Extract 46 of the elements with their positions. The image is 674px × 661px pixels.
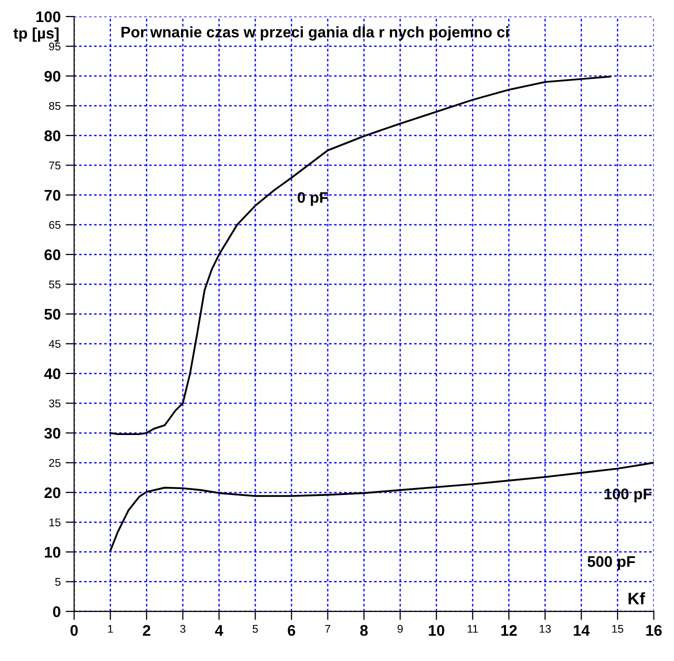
series-label: 0 pF bbox=[298, 192, 328, 206]
annotation: 500 pF bbox=[588, 556, 635, 570]
line-series bbox=[109, 462, 654, 552]
x-tick-label: 0 bbox=[70, 625, 78, 636]
x-axis-title: Kf bbox=[628, 592, 646, 604]
y-tick-label: 95 bbox=[49, 42, 60, 50]
line-series bbox=[109, 76, 612, 436]
y-tick-label: 25 bbox=[49, 458, 60, 467]
series-label: 100 pF bbox=[604, 488, 652, 502]
y-tick-label: 90 bbox=[44, 70, 60, 82]
y-tick-label: 85 bbox=[49, 102, 60, 110]
y-tick-label: 55 bbox=[49, 280, 60, 288]
text: Por wnanie czas w przeci gania dla r nych pojemno ci bbox=[122, 26, 508, 41]
x-tick-label: 6 bbox=[288, 625, 296, 636]
x-tick-label: 2 bbox=[142, 625, 150, 636]
x-tick-label: 3 bbox=[180, 624, 186, 633]
x-tick-label: 9 bbox=[398, 624, 403, 633]
y-tick-label: 70 bbox=[44, 190, 60, 201]
y-tick-label: 80 bbox=[44, 130, 60, 142]
x-tick-label: 1 bbox=[108, 625, 113, 633]
x-tick-label: 12 bbox=[501, 625, 517, 636]
y-axis-title: tp [µs] bbox=[13, 27, 59, 42]
x-tick-label: 11 bbox=[468, 625, 478, 633]
y-tick-label: 20 bbox=[44, 487, 60, 498]
x-tick-label: 8 bbox=[360, 625, 368, 636]
y-tick-label: 30 bbox=[44, 428, 60, 439]
y-tick-label: 50 bbox=[44, 308, 60, 320]
y-tick-label: 0 bbox=[53, 606, 60, 618]
y-tick-label: 75 bbox=[49, 162, 60, 170]
x-tick-label: 4 bbox=[215, 625, 224, 636]
x-tick-label: 16 bbox=[646, 625, 662, 636]
x-tick-label: 10 bbox=[428, 625, 444, 636]
y-tick-label: 45 bbox=[48, 340, 60, 348]
y-tick-label: 40 bbox=[44, 368, 60, 380]
x-tick-label: 13 bbox=[540, 624, 551, 633]
x-tick-label: 5 bbox=[252, 625, 258, 633]
x-tick-label: 14 bbox=[574, 625, 590, 636]
y-tick-label: 10 bbox=[44, 546, 60, 558]
x-tick-label: 15 bbox=[612, 625, 624, 633]
y-tick-label: 15 bbox=[49, 518, 60, 526]
y-tick-label: 100 bbox=[36, 11, 60, 22]
y-tick-label: 60 bbox=[44, 249, 60, 260]
y-tick-label: 5 bbox=[55, 578, 60, 586]
x-tick-label: 7 bbox=[325, 625, 330, 633]
y-tick-label: 65 bbox=[49, 221, 60, 229]
y-tick-label: 35 bbox=[49, 399, 60, 408]
